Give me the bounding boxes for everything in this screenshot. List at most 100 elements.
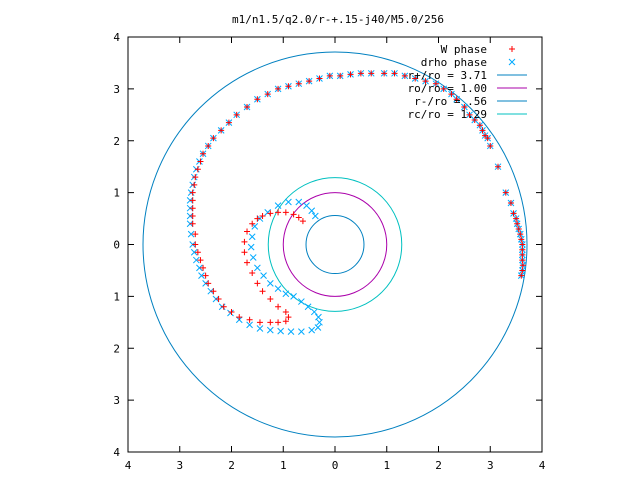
w-phase-point xyxy=(479,127,486,134)
w-phase-point xyxy=(453,96,460,103)
w-phase-point xyxy=(259,212,266,219)
w-phase-point xyxy=(519,262,526,269)
w-phase-point xyxy=(316,75,323,82)
y-tick-label: 1 xyxy=(113,290,120,303)
w-phase-point xyxy=(299,218,306,225)
drho-phase-point xyxy=(308,207,316,215)
w-phase-point xyxy=(357,70,364,77)
w-phase-point xyxy=(244,104,251,111)
x-tick-label: 0 xyxy=(332,459,339,472)
w-phase-point xyxy=(205,280,212,287)
w-phase-point xyxy=(233,111,240,118)
w-phase-point xyxy=(210,288,217,295)
w-phase-point xyxy=(194,249,201,256)
x-tick-labels: 4 3 2 1 0 1 2 3 4 xyxy=(125,459,546,472)
w-phase-point xyxy=(412,75,419,82)
w-phase-point xyxy=(189,220,196,227)
w-phase-point xyxy=(194,166,201,173)
drho-phase-point xyxy=(192,256,200,264)
w-phase-point xyxy=(200,264,207,271)
w-phase-point xyxy=(189,205,196,212)
drho-phase-point xyxy=(260,272,267,279)
drho-phase-point xyxy=(254,264,261,272)
w-phase-point xyxy=(200,150,207,157)
x-tick-label: 2 xyxy=(228,459,235,472)
w-phase-point xyxy=(192,174,199,181)
w-phase-point xyxy=(518,272,525,279)
w-phase-point xyxy=(282,318,289,325)
w-phase-point xyxy=(236,314,243,321)
w-phase-point xyxy=(519,251,526,258)
drho-phase-point xyxy=(314,324,322,331)
y-tick-labels: 4 3 2 1 0 1 2 3 4 xyxy=(113,31,120,459)
y-tick-label: 4 xyxy=(113,446,120,459)
w-phase-point xyxy=(228,308,235,315)
drho-phase-point xyxy=(274,202,282,209)
chart-title: m1/n1.5/q2.0/r-+.15-j40/M5.0/256 xyxy=(232,13,444,26)
w-phase-point xyxy=(440,85,447,92)
y-tick-label: 2 xyxy=(113,135,120,148)
drho-phase-point xyxy=(285,198,292,206)
w-phase-point xyxy=(448,91,455,98)
w-phase-point xyxy=(466,111,473,118)
w-phase-point xyxy=(275,85,282,92)
w-phase-point xyxy=(218,127,225,134)
drho-phase-point xyxy=(264,208,272,216)
w-phase-point xyxy=(282,209,289,216)
w-phase-point xyxy=(189,189,196,196)
drho-phase-point xyxy=(227,309,234,317)
y-tick-label: 0 xyxy=(113,239,120,252)
w-phase-point xyxy=(197,158,204,165)
legend-marker xyxy=(508,58,516,66)
w-phase-point xyxy=(484,135,491,142)
w-phase-point xyxy=(422,78,429,85)
w-phase-point xyxy=(381,70,388,77)
axis-ticks xyxy=(127,36,543,453)
w-phase-point xyxy=(254,280,261,287)
x-tick-label: 4 xyxy=(539,459,546,472)
y-tick-label: 3 xyxy=(113,394,120,407)
w-phase-point xyxy=(347,71,354,78)
w-phase-point xyxy=(476,122,483,129)
w-phase-point xyxy=(259,288,266,295)
drho-phase-point xyxy=(310,308,318,316)
w-phase-point xyxy=(249,220,256,227)
w-phase-point xyxy=(515,225,522,232)
legend-label: W phase xyxy=(441,43,487,56)
w-phase-point xyxy=(285,314,292,321)
drho-phase-point xyxy=(287,328,295,336)
w-phase-point xyxy=(192,231,199,238)
drho-phase-point xyxy=(308,326,316,334)
w-phase-point xyxy=(192,241,199,248)
drho-phase-point xyxy=(248,233,256,241)
w-phase-point xyxy=(275,303,282,310)
reference-circles xyxy=(142,51,528,438)
drho-phase-point xyxy=(304,303,312,311)
w-phase-point xyxy=(510,210,517,217)
w-phase-point xyxy=(254,215,261,222)
w-phase-point xyxy=(502,189,509,196)
w-phase-point xyxy=(189,212,196,219)
w-phase-point xyxy=(517,231,524,238)
w-phase-point xyxy=(513,215,520,222)
y-tick-label: 1 xyxy=(113,187,120,200)
drho-phase-point xyxy=(187,230,195,238)
w-phase-point xyxy=(519,257,526,264)
w-phase-point xyxy=(246,316,253,323)
w-phase-point xyxy=(202,272,209,279)
w-phase-point xyxy=(241,249,248,256)
w-phase-point xyxy=(249,270,256,277)
w-phase-point xyxy=(191,181,198,188)
circle-ro-mark xyxy=(282,192,388,297)
drho-phase-point xyxy=(315,313,322,321)
w-phase-point xyxy=(275,209,282,216)
x-tick-label: 1 xyxy=(280,459,287,472)
w-phase-point xyxy=(519,246,526,253)
w-phase-point xyxy=(514,220,521,227)
drho-phase-point xyxy=(298,298,305,305)
legend-marker xyxy=(509,46,515,52)
legend-label: r+/ro = 3.71 xyxy=(408,69,487,82)
w-phase-point xyxy=(254,96,261,103)
x-tick-label: 3 xyxy=(176,459,183,472)
w-phase-point xyxy=(507,200,514,206)
